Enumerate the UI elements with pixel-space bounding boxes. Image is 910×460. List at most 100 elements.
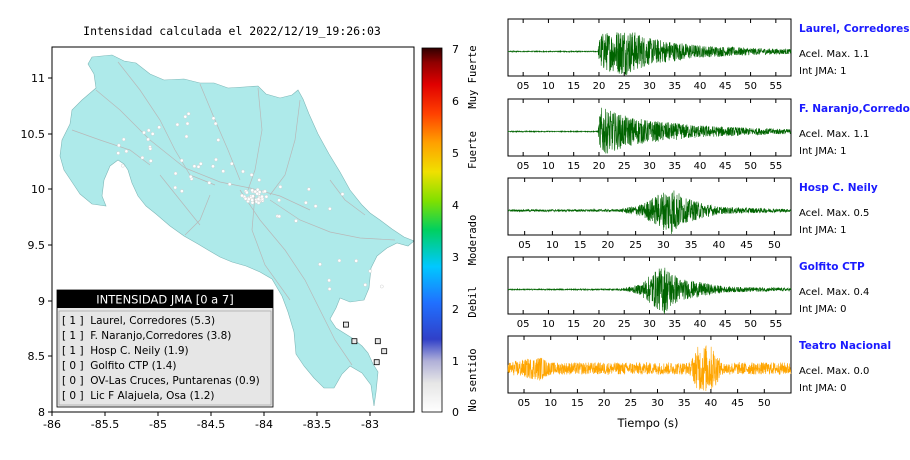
station-dot [327,287,332,291]
legend-list-box [58,310,272,406]
map-y-tick: 8.5 [28,350,46,363]
waveform-trace [507,190,792,234]
map-y-tickmarks [48,77,52,413]
station-dot [173,185,177,190]
station-dot [213,121,218,126]
colorbar-tick: 1 [452,355,459,368]
waveform-tick-label: 25 [618,319,631,330]
station-dot [246,197,251,201]
waveform-jma-intensity: Int JMA: 0 [799,304,847,315]
waveform-panel: 05 10 15 20 25 30 35 40 45 50 [507,335,792,409]
waveform-trace [507,345,792,391]
waveform-tick-label: 30 [643,161,656,172]
station-dot [148,159,153,163]
station-dot [257,178,262,182]
station-dot [157,125,161,130]
station-dot [186,112,191,116]
waveform-station-name: Hosp C. Neily [799,182,878,194]
station-dot [379,284,384,289]
waveform-tick-label: 40 [694,81,707,92]
station-dot [250,188,254,193]
waveform-accel-max: Acel. Max. 1.1 [799,129,869,140]
colorbar-tick: 5 [452,147,459,160]
station-dot [245,190,249,195]
colorbar-label-fuerte: Fuerte [467,131,479,169]
station-dot [328,206,332,211]
waveform-tick-label: 10 [544,398,557,409]
waveform-tick-label: 50 [744,81,757,92]
station-dot [146,128,151,133]
waveform-trace [507,107,792,154]
waveform-station-name: Golfito CTP [799,261,865,273]
map-event-markers [342,321,388,366]
station-dot [211,164,215,169]
waveform-tick-label: 50 [744,161,757,172]
map-y-tick: 9 [38,295,45,308]
waveform-tick-label: 30 [643,319,656,330]
waveform-tick-label: 10 [546,240,559,251]
waveform-tick-label: 10 [542,81,555,92]
intensity-legend: INTENSIDAD JMA [0 a 7] [ 1 ] Laurel, Cor… [56,289,274,408]
waveform-tick-label: 45 [731,398,744,409]
station-dot [327,278,331,283]
station-dot [184,134,189,139]
waveform-tick-label: 45 [719,319,732,330]
waveform-tick-label: 35 [668,319,681,330]
waveform-tick-label: 35 [678,398,691,409]
station-dot [368,269,373,273]
station-dot [243,196,248,201]
map-x-tickmarks [51,412,371,416]
waveform-tick-label: 30 [657,240,670,251]
station-dot [255,187,260,192]
colorbar-tick: 2 [452,303,459,316]
station-dot [227,182,232,186]
waveform-tick-label: 05 [517,161,530,172]
waveform-tick-label: 55 [769,161,782,172]
legend-title: INTENSIDAD JMA [0 a 7] [96,293,233,307]
waveform-accel-max: Acel. Max. 0.0 [799,366,869,377]
station-dot [240,193,244,198]
legend-item: [ 1 ] Hosp C. Neily (1.9) [62,345,189,357]
waveform-panel: 05 10 15 20 25 30 35 40 45 50 [507,177,792,251]
waveform-tick-label: 30 [651,398,664,409]
station-dot [124,149,129,154]
station-dot [173,171,178,176]
station-dot [216,138,221,142]
waveform-trace [507,267,792,314]
map-station-dots [116,112,384,291]
waveform-tick-label: 25 [618,161,631,172]
waveform-tick-label: 50 [768,240,781,251]
station-dot [250,198,254,202]
station-dot [251,194,255,198]
legend-item: [ 0 ] OV-Las Cruces, Puntarenas (0.9) [62,375,260,387]
station-dot [116,151,120,155]
station-marker [381,348,388,355]
station-dot [121,163,125,168]
waveform-station-name: Teatro Nacional [799,340,891,352]
station-dot [277,214,282,219]
waveform-panel: 05 10 15 20 25 30 35 40 45 50 55 [507,18,792,92]
station-dot [198,161,203,166]
waveform-tick-label: 50 [758,398,771,409]
colorbar-label-debil: Debil [467,286,479,318]
waveform-station-name: F. Naranjo,Corredores [799,103,910,115]
waveform-jma-intensity: Int JMA: 0 [799,383,847,394]
waveform-tick-label: 15 [567,81,580,92]
waveform-tick-label: 45 [719,81,732,92]
waveform-tick-label: 15 [571,398,584,409]
waveform-tick-label: 25 [618,81,631,92]
station-dot [122,137,126,142]
map-title: Intensidad calculada el 2022/12/19_19:26… [83,24,381,38]
station-dot [185,121,190,126]
station-dot [255,191,260,196]
waveform-panels: 05 10 15 20 25 30 35 40 45 50 55 Laurel, Corredores… [507,18,910,409]
colorbar-label-moderado: Moderado [467,215,479,266]
station-dot [180,189,184,193]
colorbar-tick: 4 [452,199,459,212]
waveform-panel: 05 10 15 20 25 30 35 40 45 50 55 [507,98,792,172]
waveform-tick-label: 40 [712,240,725,251]
station-dot [146,137,150,142]
waveform-tick-label: 40 [694,161,707,172]
waveform-tick-label: 20 [593,81,606,92]
colorbar-tick: 3 [452,251,459,264]
